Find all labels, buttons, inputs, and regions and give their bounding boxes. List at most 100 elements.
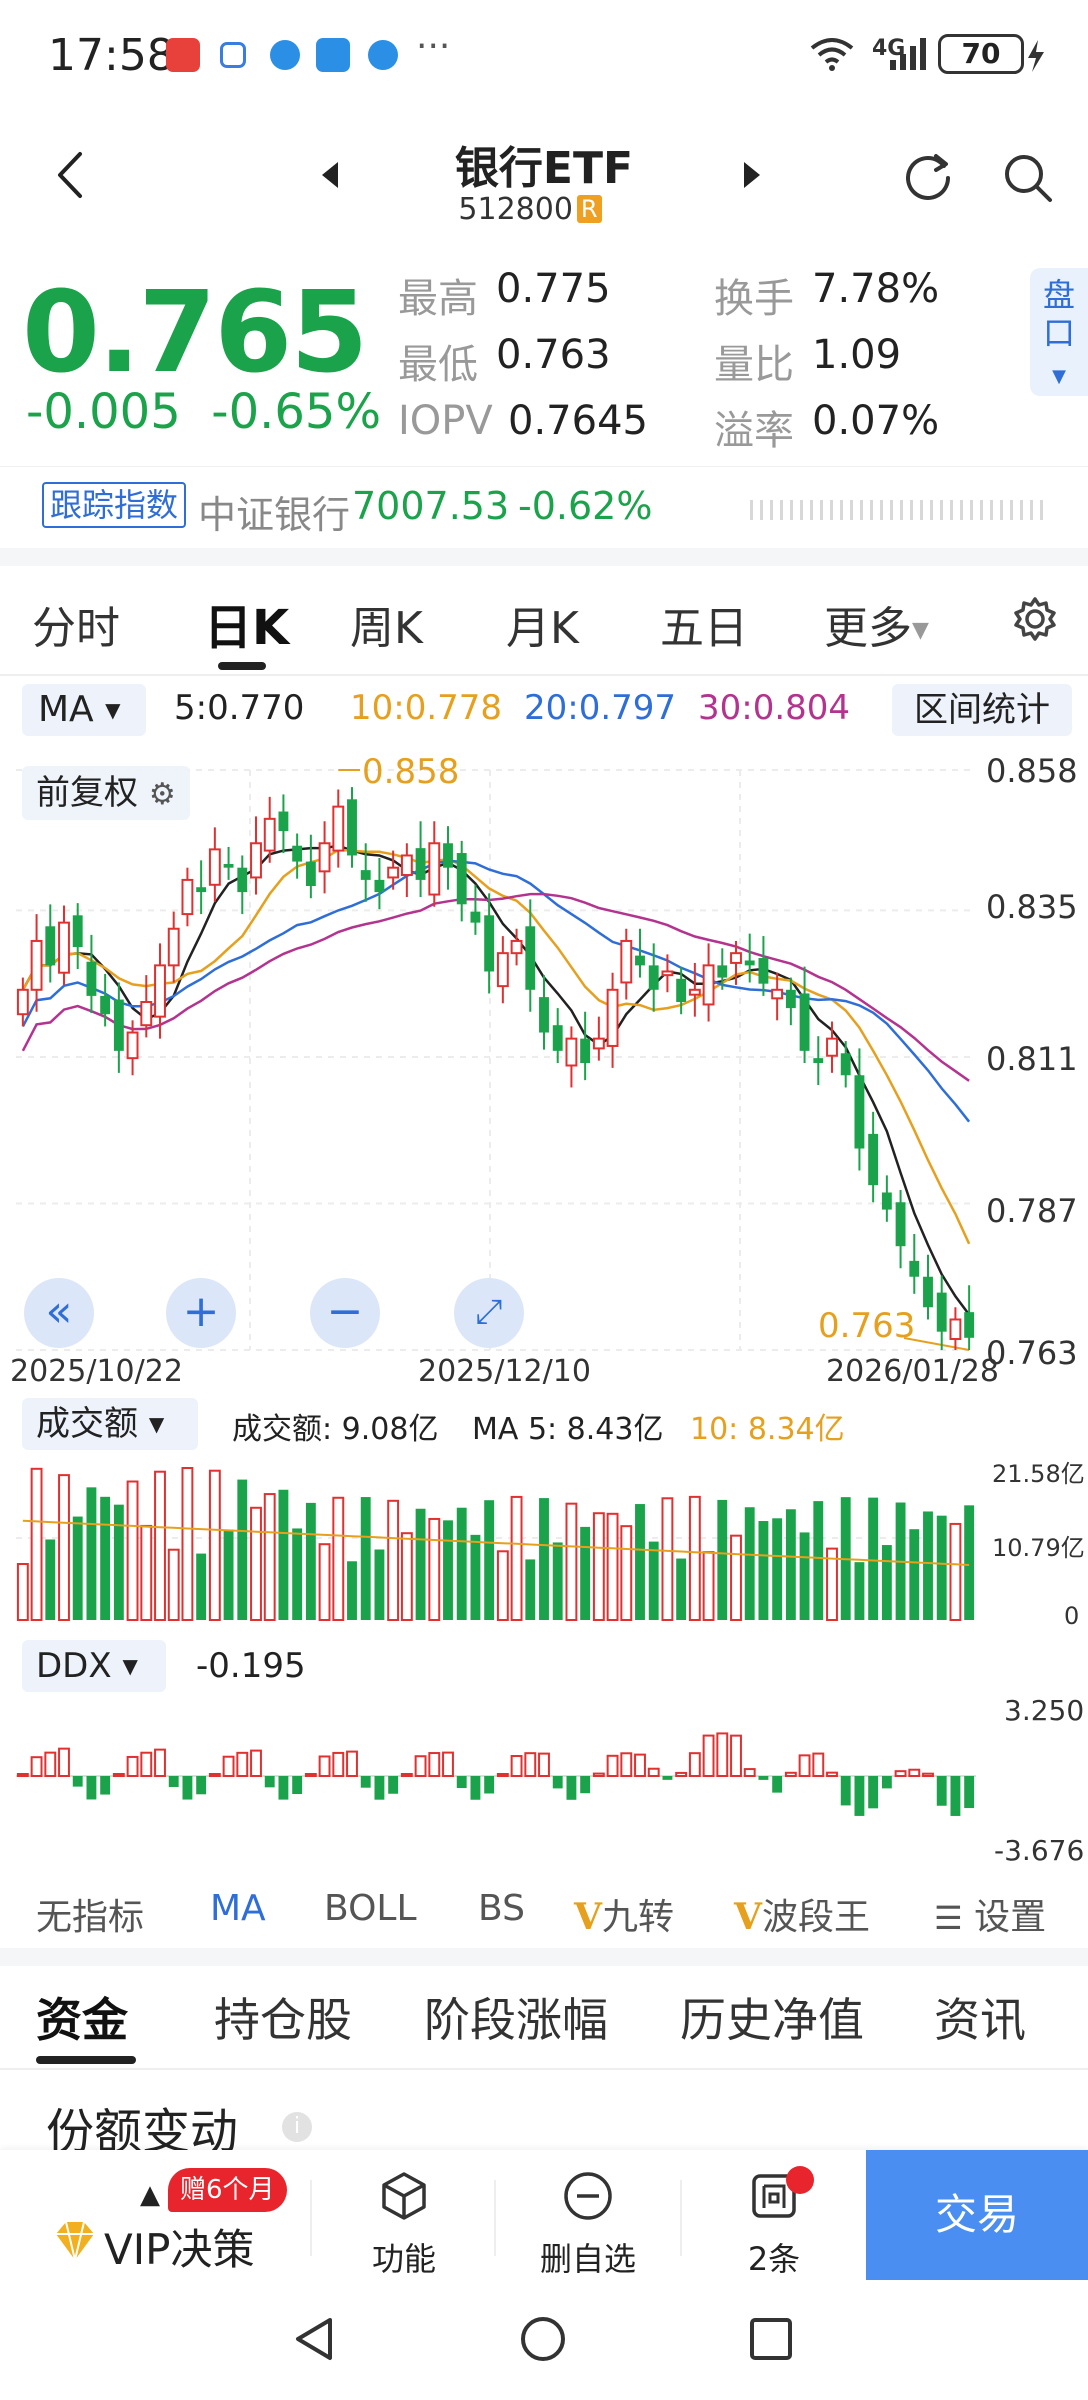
volume-y-tick: 0 [1064, 1602, 1080, 1630]
tracking-index-bar[interactable] [0, 466, 1088, 548]
candle-body [428, 842, 441, 896]
turnover-value: 7.78% [812, 266, 940, 312]
candle-body [854, 1075, 865, 1149]
zoom-out-button[interactable]: − [310, 1278, 380, 1348]
indicator-settings-button[interactable]: ☰ 设置 [934, 1888, 1046, 1940]
ddx-bar [58, 1747, 70, 1777]
ddx-bar [86, 1776, 97, 1800]
y-tick: 0.835 [986, 888, 1078, 926]
candle-body [771, 988, 784, 1000]
ma-indicator-select[interactable]: MA ▼ [22, 684, 146, 736]
adjust-mode-button[interactable]: 前复权 ⚙ [22, 766, 190, 820]
tab-weekly-k[interactable]: 周K [350, 603, 423, 654]
date-label: 2026/01/28 [826, 1354, 999, 1389]
volume-bar [676, 1558, 687, 1620]
indicator-tab-boll[interactable]: BOLL [324, 1888, 417, 1929]
volume-chart[interactable] [0, 1452, 1088, 1632]
volume-bar [167, 1548, 180, 1621]
ddx-bar [318, 1755, 331, 1778]
volume-bar [730, 1534, 742, 1621]
ddx-bar [592, 1772, 605, 1777]
tab-monthly-k[interactable]: 月K [506, 603, 579, 654]
tab-intraday[interactable]: 分时 [32, 603, 120, 654]
divider [0, 548, 1088, 566]
ddx-bar [154, 1748, 166, 1777]
tab-five-day[interactable]: 五日 [660, 603, 748, 654]
remove-watchlist-button[interactable]: 删自选 [518, 2168, 658, 2280]
change-amount: -0.005 [26, 384, 181, 440]
candle-body [45, 926, 56, 966]
ddx-bar [620, 1752, 633, 1777]
ticker-mark [760, 500, 763, 520]
ddx-value: -0.195 [196, 1646, 306, 1686]
ddx-bar [881, 1776, 892, 1789]
search-icon[interactable] [1000, 150, 1056, 206]
candle-body [785, 989, 796, 1009]
gear-icon[interactable] [1010, 594, 1060, 644]
ticker-mark [990, 500, 993, 520]
nav-home-icon[interactable] [518, 2314, 568, 2364]
zoom-in-button[interactable]: + [166, 1278, 236, 1348]
volume-bar [208, 1469, 221, 1621]
info-tab-holdings[interactable]: 持仓股 [214, 1993, 352, 2047]
volume-bar [415, 1508, 426, 1620]
indicator-tab-band-king[interactable]: V波段王 [734, 1888, 870, 1940]
high-value: 0.775 [496, 266, 611, 312]
candle-body [881, 1192, 892, 1210]
indicator-tab-none[interactable]: 无指标 [36, 1897, 145, 1938]
info-tab-capital[interactable]: 资金 [36, 1993, 128, 2047]
gear-icon: ⚙ [148, 777, 176, 812]
ticker-mark [950, 500, 953, 520]
candle-body [347, 799, 357, 856]
nav-back-icon[interactable] [290, 2314, 340, 2364]
nav-recents-icon[interactable] [746, 2314, 796, 2364]
candle-body [292, 845, 303, 862]
previous-stock-button[interactable] [318, 158, 342, 192]
info-tab-news[interactable]: 资讯 [934, 1993, 1026, 2047]
order-book-button[interactable]: 盘口 ▼ [1030, 268, 1088, 396]
volume-bar [592, 1512, 605, 1621]
trade-button[interactable]: 交易 [866, 2150, 1088, 2280]
vip-decision-button[interactable]: VIP决策 [104, 2225, 255, 2274]
ddx-bar [374, 1776, 385, 1800]
indicator-tab-ma[interactable]: MA [210, 1888, 266, 1929]
range-stats-button[interactable]: 区间统计 [892, 684, 1072, 736]
alerts-button[interactable]: 2条 [704, 2168, 844, 2280]
ticker-mark [1040, 500, 1043, 520]
ddx-bar [634, 1753, 646, 1778]
function-button[interactable]: 功能 [334, 2168, 474, 2280]
volume-indicator-select[interactable]: 成交额 ▼ [22, 1398, 198, 1450]
tab-daily-k[interactable]: 日K [204, 600, 290, 656]
info-icon[interactable]: i [282, 2112, 312, 2142]
refresh-icon[interactable] [900, 148, 956, 204]
candle-body [415, 848, 426, 880]
kline-chart[interactable] [0, 740, 1088, 1380]
volume-bar [58, 1474, 70, 1621]
back-button[interactable] [50, 150, 90, 200]
indicator-tab-nine-turn[interactable]: V九转 [574, 1888, 674, 1940]
info-tab-nav-history[interactable]: 历史净值 [680, 1993, 864, 2047]
ddx-chart[interactable] [0, 1692, 1088, 1872]
info-tab-period-returns[interactable]: 阶段涨幅 [424, 1993, 608, 2047]
candle-body [758, 958, 769, 984]
next-stock-button[interactable] [740, 158, 764, 192]
candle-body [635, 955, 645, 966]
ddx-bar [675, 1771, 688, 1777]
ticker-mark [1030, 500, 1033, 520]
page-title: 银行ETF [454, 143, 634, 194]
tab-more[interactable]: 更多▼ [824, 592, 929, 656]
volume-bar [648, 1541, 659, 1620]
candle-body [702, 964, 715, 1006]
volume-bar [510, 1495, 523, 1622]
ma5-line [21, 844, 971, 1316]
ddx-bar [812, 1752, 825, 1777]
ddx-bar [730, 1734, 742, 1777]
ddx-indicator-select[interactable]: DDX ▼ [22, 1640, 166, 1692]
ddx-bar [126, 1755, 139, 1778]
kline-grid [16, 769, 976, 1351]
indicator-tab-bs[interactable]: BS [478, 1888, 525, 1929]
scroll-left-button[interactable]: « [24, 1278, 94, 1348]
ticker-mark [770, 500, 773, 520]
fullscreen-button[interactable]: ⤢ [454, 1278, 524, 1348]
ddx-select-label: DDX [36, 1646, 112, 1686]
